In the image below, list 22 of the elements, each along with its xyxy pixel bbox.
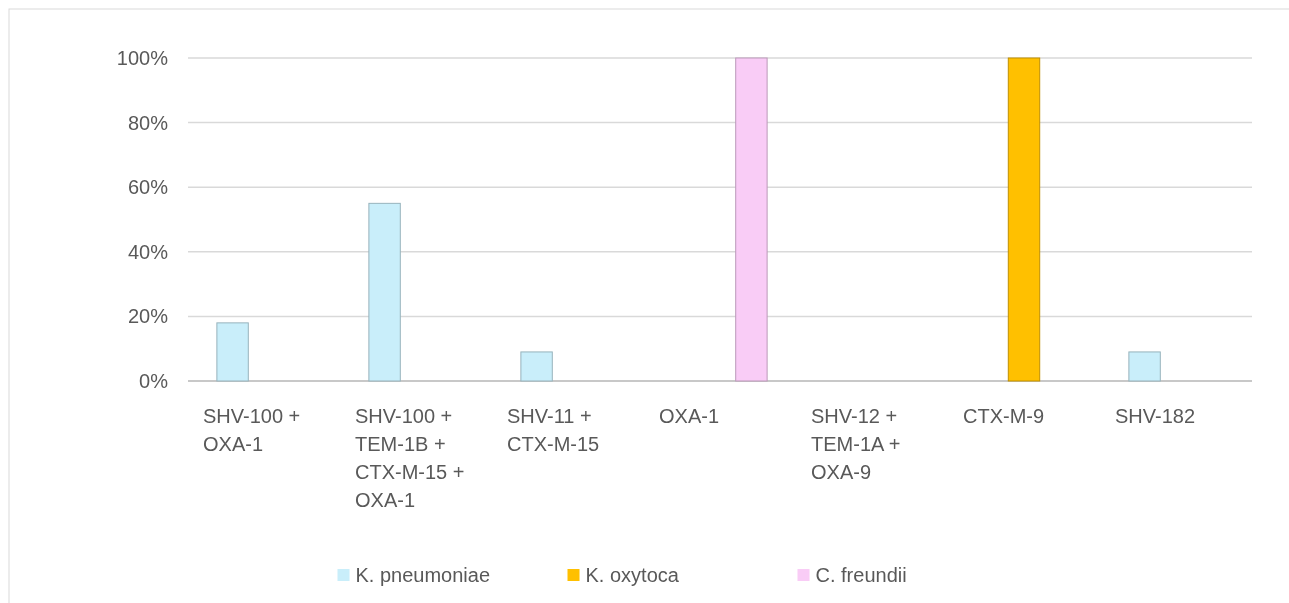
legend-label: K. pneumoniae — [355, 564, 491, 586]
y-tick-label: 60% — [127, 176, 169, 199]
x-tick-label: SHV-100 + TEM-1B + CTX-M-15 + OXA-1 — [355, 405, 465, 511]
x-tick-label: SHV-11 + CTX-M-15 — [507, 405, 600, 455]
x-tick-label: CTX-M-9 — [963, 405, 1045, 427]
x-tick-label: OXA-1 — [659, 405, 720, 427]
y-tick-label: 80% — [127, 111, 169, 134]
bar — [1128, 351, 1161, 382]
bar — [1007, 57, 1041, 382]
legend-label: C. freundii — [815, 564, 907, 586]
x-tick-label: SHV-182 — [1115, 405, 1196, 427]
y-tick-label: 0% — [139, 370, 169, 392]
y-tick-label: 40% — [127, 240, 169, 263]
y-tick-label: 20% — [127, 305, 169, 328]
x-tick-label: SHV-100 + OXA-1 — [203, 405, 301, 455]
bar — [735, 57, 768, 382]
bar — [368, 202, 401, 382]
y-tick-label: 100% — [116, 47, 169, 69]
x-tick-label: SHV-12 + TEM-1A + OXA-9 — [811, 405, 901, 483]
legend-label: K. oxytoca — [585, 564, 680, 586]
bar — [216, 322, 249, 382]
bar — [520, 351, 553, 382]
